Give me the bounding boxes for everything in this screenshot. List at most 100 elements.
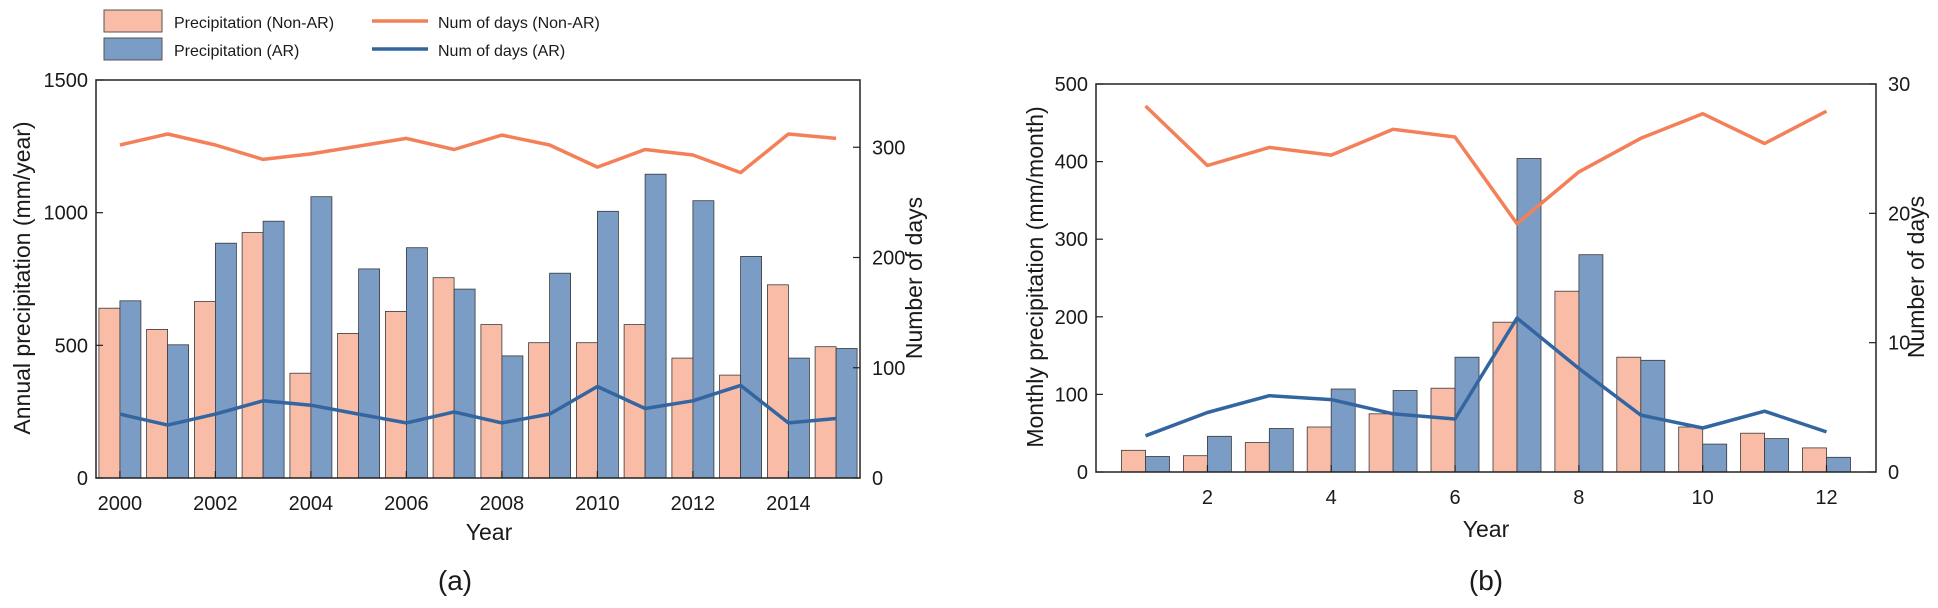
x-tick-label: 2004 xyxy=(289,493,334,515)
bar-ar xyxy=(1702,443,1728,473)
x-tick-label: 2002 xyxy=(193,493,238,515)
bar-non-ar xyxy=(289,372,312,479)
y2-axis-label: Number of days xyxy=(901,197,927,359)
bar-non-ar xyxy=(1121,449,1146,473)
bar-ar xyxy=(1764,438,1789,473)
y2-tick-label: 0 xyxy=(872,468,883,490)
bar-non-ar xyxy=(1802,447,1827,473)
bar-ar xyxy=(1454,356,1480,473)
y-tick-label: 0 xyxy=(1077,462,1088,484)
y2-tick-label: 0 xyxy=(1888,462,1899,484)
bar-non-ar xyxy=(1616,356,1642,473)
chart-panel-b: 0 100 200 300 400 500 0 10 20 30 2 4 6 8 10 12 Year Mon… xyxy=(1022,74,1929,596)
x-tick-label: 4 xyxy=(1326,487,1337,509)
bar-ar xyxy=(692,200,715,479)
bar-non-ar xyxy=(767,284,789,479)
bar-non-ar xyxy=(528,342,550,479)
legend-label-days-ar: Num of days (AR) xyxy=(438,43,565,60)
y-tick-label: 200 xyxy=(1055,307,1088,329)
panel-label: (a) xyxy=(438,565,472,596)
bar-non-ar xyxy=(1678,426,1704,473)
bar-ar xyxy=(310,196,333,479)
bar-non-ar xyxy=(1430,387,1456,473)
bar-non-ar xyxy=(1183,455,1208,473)
y-tick-label: 400 xyxy=(1055,152,1088,174)
y-tick-label: 1500 xyxy=(44,70,89,92)
bar-ar xyxy=(549,272,571,479)
y2-tick-label: 300 xyxy=(872,137,905,159)
bar-ar xyxy=(405,247,428,479)
bar-non-ar xyxy=(1492,321,1518,473)
bar-ar xyxy=(1826,456,1851,473)
y-axis-label: Monthly precipitation (mm/month) xyxy=(1022,106,1048,447)
bar-ar xyxy=(1392,390,1418,473)
legend-label-days-non-ar: Num of days (Non-AR) xyxy=(438,15,600,32)
bar-non-ar xyxy=(1368,413,1394,473)
x-tick-label: 2 xyxy=(1202,487,1213,509)
bar-non-ar xyxy=(98,307,121,479)
line-series-non-ar xyxy=(119,132,837,175)
panel-label: (b) xyxy=(1469,565,1503,596)
x-tick-label: 2000 xyxy=(98,493,143,515)
y-axis-label: Annual precipitation (mm/year) xyxy=(9,121,35,434)
bar-ar xyxy=(453,288,476,479)
x-tick-label: 6 xyxy=(1449,487,1460,509)
x-tick-label: 2012 xyxy=(671,493,716,515)
bar-non-ar xyxy=(814,346,837,479)
bar-ar xyxy=(1207,435,1232,473)
bar-ar xyxy=(167,344,190,479)
y-tick-label: 500 xyxy=(55,335,88,357)
x-tick-label: 12 xyxy=(1815,487,1837,509)
y-tick-label: 300 xyxy=(1055,229,1088,251)
bar-non-ar xyxy=(432,277,455,479)
bar-non-ar xyxy=(241,232,264,479)
chart-panel-a: 0 500 1000 1500 0 100 200 300 2000 2002 2004 2006 20… xyxy=(9,70,927,596)
legend-swatch-precip-non-ar xyxy=(103,9,163,33)
line-series-non-ar xyxy=(1144,104,1828,226)
x-axis-label: Year xyxy=(466,519,513,545)
x-tick-label: 10 xyxy=(1692,487,1714,509)
bar-ar xyxy=(214,242,237,479)
legend-label-precip-non-ar: Precipitation (Non-AR) xyxy=(174,15,334,32)
y2-tick-label: 30 xyxy=(1888,74,1910,96)
x-tick-label: 8 xyxy=(1573,487,1584,509)
y2-tick-label: 20 xyxy=(1888,203,1910,225)
y-tick-label: 100 xyxy=(1055,384,1088,406)
bar-non-ar xyxy=(193,301,216,479)
bar-ar xyxy=(1578,254,1604,473)
y2-tick-label: 100 xyxy=(872,358,905,380)
y2-tick-label: 10 xyxy=(1888,333,1910,355)
x-tick-label: 2014 xyxy=(766,493,811,515)
bar-non-ar xyxy=(337,332,360,479)
legend: Precipitation (Non-AR) Precipitation (AR… xyxy=(103,9,600,61)
line-series-ar xyxy=(1144,316,1828,438)
bar-non-ar xyxy=(576,342,598,479)
bar-non-ar xyxy=(480,324,503,479)
bar-ar xyxy=(788,357,810,479)
bar-non-ar xyxy=(1740,432,1765,473)
bar-ar xyxy=(1516,158,1542,473)
y-tick-label: 1000 xyxy=(44,203,89,225)
x-tick-label: 2010 xyxy=(575,493,620,515)
bar-ar xyxy=(358,268,381,479)
bar-non-ar xyxy=(1244,442,1270,473)
bar-non-ar xyxy=(1306,426,1332,473)
bar-ar xyxy=(1145,456,1170,473)
bar-ar xyxy=(119,300,142,479)
line-series-ar xyxy=(119,383,837,427)
x-axis-label: Year xyxy=(1463,516,1510,542)
bar-non-ar xyxy=(671,357,694,479)
legend-label-precip-ar: Precipitation (AR) xyxy=(174,43,299,60)
y2-axis-label: Number of days xyxy=(1903,196,1929,358)
bar-non-ar xyxy=(1554,290,1580,473)
x-tick-label: 2006 xyxy=(384,493,429,515)
bar-ar xyxy=(740,255,762,479)
bar-non-ar xyxy=(146,328,169,479)
bar-ar xyxy=(597,210,619,479)
y2-tick-label: 200 xyxy=(872,248,905,270)
y-tick-label: 0 xyxy=(77,468,88,490)
bar-ar xyxy=(501,355,524,479)
x-tick-label: 2008 xyxy=(480,493,525,515)
bar-non-ar xyxy=(384,310,407,479)
